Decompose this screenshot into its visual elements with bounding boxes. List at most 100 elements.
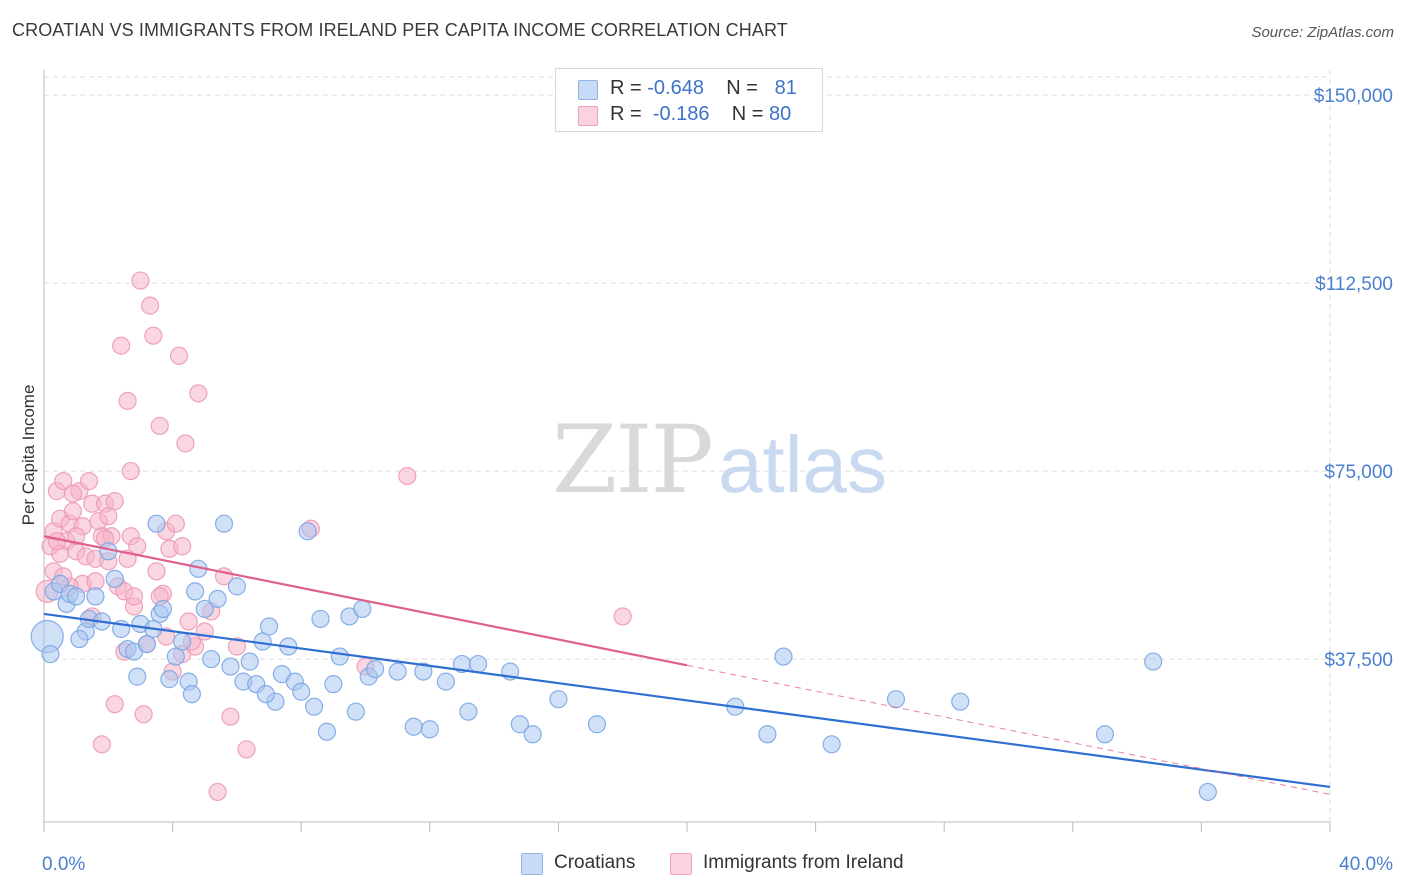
croatian-point xyxy=(182,685,201,704)
ireland-point xyxy=(169,346,189,365)
ireland-point xyxy=(189,384,208,403)
x-tick-label: 0.0% xyxy=(42,854,85,875)
y-tick-labels: $37,500 $75,000 $112,500 $150,000 xyxy=(1314,86,1393,671)
croatian-point xyxy=(317,722,337,741)
croatian-point xyxy=(292,682,311,701)
chart-source: Source: ZipAtlas.com xyxy=(1251,24,1394,41)
ireland-point xyxy=(237,740,256,759)
croatian-point xyxy=(240,652,259,671)
ireland-points xyxy=(35,271,632,802)
ireland-point xyxy=(176,434,195,453)
y-tick-label: $150,000 xyxy=(1314,86,1393,107)
croatian-point xyxy=(186,582,205,601)
legend-n-label: N = xyxy=(731,103,770,125)
croatian-point xyxy=(523,725,542,744)
ireland-trend-extension xyxy=(686,664,1331,795)
croatian-point xyxy=(311,609,330,629)
croatian-point xyxy=(298,522,317,541)
croatian-point xyxy=(160,670,179,689)
legend-n-label: N = xyxy=(726,77,764,99)
legend-r-value: -0.186 xyxy=(652,103,710,125)
y-axis-label: Per Capita Income xyxy=(19,385,38,526)
legend-swatch-ireland xyxy=(578,106,598,126)
ireland-point xyxy=(166,514,185,533)
ireland-point xyxy=(613,607,632,626)
croatian-point xyxy=(221,657,240,676)
ireland-point xyxy=(131,271,150,290)
legend-r-label: R = xyxy=(610,103,648,125)
ireland-trend-line xyxy=(43,535,688,667)
croatian-point xyxy=(105,569,124,588)
watermark: ZIP atlas xyxy=(552,406,887,515)
croatian-point xyxy=(436,672,455,691)
croatian-point xyxy=(202,649,221,669)
croatian-point xyxy=(366,659,385,679)
ireland-point xyxy=(121,461,140,481)
trend-lines xyxy=(43,535,1331,795)
croatian-points xyxy=(30,514,1217,802)
ireland-point xyxy=(398,466,417,486)
watermark-atlas: atlas xyxy=(718,420,887,509)
legend-r-label: R = xyxy=(610,77,648,99)
croatian-point xyxy=(195,599,214,619)
ireland-point xyxy=(173,537,192,556)
ireland-point xyxy=(63,502,83,521)
croatian-point xyxy=(951,692,970,711)
croatian-point xyxy=(549,690,568,709)
croatian-point xyxy=(227,577,246,596)
legend-n-value: 81 xyxy=(774,77,797,99)
ireland-point xyxy=(47,532,66,551)
y-tick-label: $75,000 xyxy=(1324,462,1393,483)
x-tick-label: 40.0% xyxy=(1339,854,1393,875)
watermark-zip: ZIP xyxy=(552,406,712,515)
croatian-point xyxy=(70,629,89,649)
stats-legend: R = -0.648 N = 81 R = -0.186 N = 80 xyxy=(555,68,823,132)
croatian-point xyxy=(1144,652,1163,671)
croatian-point xyxy=(886,690,906,709)
croatian-point xyxy=(346,702,365,721)
croatian-point xyxy=(1198,782,1217,802)
croatian-point xyxy=(256,685,275,704)
chart-title: CROATIAN VS IMMIGRANTS FROM IRELAND PER … xyxy=(12,20,788,40)
legend-n-value: 80 xyxy=(769,103,792,125)
croatian-point xyxy=(67,587,86,606)
croatian-point xyxy=(128,667,147,686)
ireland-point xyxy=(79,471,99,491)
y-tick-label: $112,500 xyxy=(1315,274,1393,295)
croatian-point xyxy=(822,735,841,754)
ireland-point xyxy=(63,484,83,503)
ireland-point xyxy=(105,695,124,714)
bottom-label-croatians: Croatians xyxy=(554,852,636,873)
croatian-point xyxy=(41,644,60,664)
ireland-point xyxy=(112,336,131,355)
ireland-point xyxy=(124,587,144,606)
ireland-point xyxy=(221,707,240,726)
croatian-point xyxy=(774,647,793,666)
croatian-point xyxy=(404,717,423,736)
croatian-point xyxy=(166,647,185,666)
croatian-point xyxy=(1095,725,1115,744)
ireland-point xyxy=(140,296,160,315)
croatian-trend-line xyxy=(43,612,1331,788)
x-tick-labels: 0.0% 40.0% xyxy=(42,854,1393,875)
ireland-point xyxy=(179,612,198,631)
croatian-point xyxy=(388,662,407,681)
axes xyxy=(43,70,1331,832)
ireland-point xyxy=(128,537,147,556)
ireland-point xyxy=(118,391,137,410)
bottom-swatch-ireland xyxy=(670,853,692,875)
ireland-point xyxy=(67,527,86,546)
croatian-point xyxy=(304,697,324,716)
croatian-point xyxy=(420,720,439,739)
bottom-label-ireland: Immigrants from Ireland xyxy=(703,852,904,873)
croatian-point xyxy=(137,634,156,654)
y-tick-label: $37,500 xyxy=(1324,650,1393,671)
croatian-point xyxy=(510,715,529,734)
croatian-point xyxy=(758,725,777,744)
croatian-point xyxy=(459,702,478,721)
croatian-point xyxy=(330,647,349,666)
ireland-point xyxy=(208,782,227,802)
croatian-point xyxy=(86,587,105,606)
croatian-point xyxy=(259,617,279,636)
